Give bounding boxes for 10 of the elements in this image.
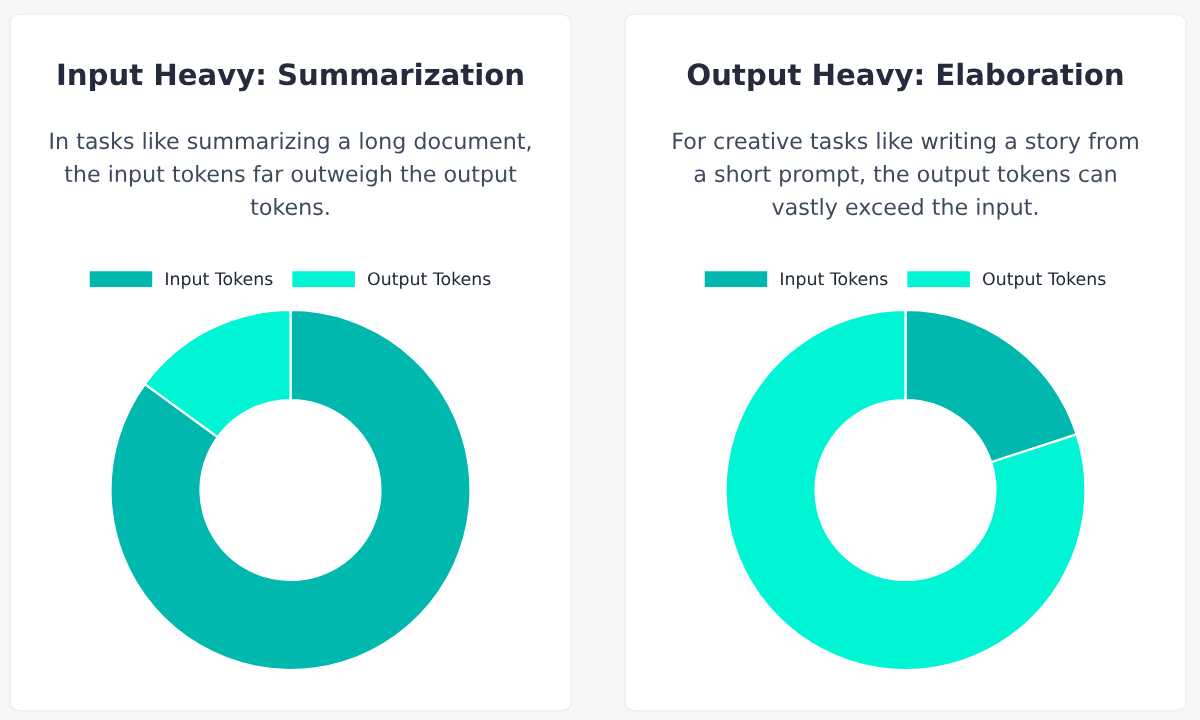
chart-subtitle: In tasks like summarizing a long document, the input tokens far outweigh the output tokens. bbox=[50, 132, 531, 216]
chart-title: Input Heavy: Summarization bbox=[58, 62, 523, 92]
legend-label: Output Tokens bbox=[983, 271, 1106, 289]
legend-label: Input Tokens bbox=[781, 271, 888, 289]
legend-label: Input Tokens bbox=[166, 271, 273, 289]
chart-title: Output Heavy: Elaboration bbox=[687, 62, 1123, 92]
legend-label: Output Tokens bbox=[368, 271, 491, 289]
chart-subtitle: For creative tasks like writing a story from a short prompt, the output tokens can vastly exceed the input. bbox=[673, 132, 1138, 220]
donut-slice bbox=[724, 308, 1087, 672]
donut-slice bbox=[109, 308, 472, 672]
